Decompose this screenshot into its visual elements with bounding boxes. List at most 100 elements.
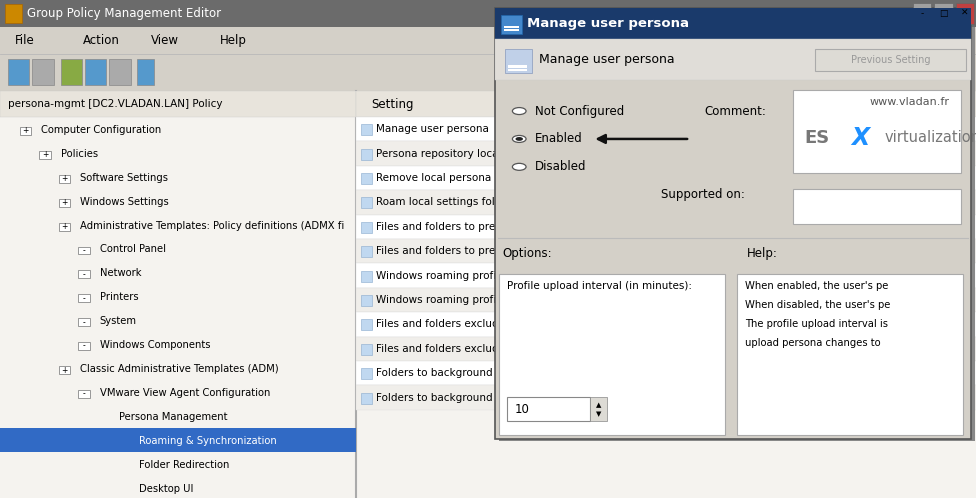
- Bar: [356, 239, 976, 263]
- Text: Windows Settings: Windows Settings: [80, 197, 169, 207]
- Bar: [59, 175, 70, 183]
- Bar: [495, 8, 971, 439]
- Text: Folders to background dow: Folders to background dow: [376, 368, 517, 378]
- Text: Network: Network: [100, 268, 142, 278]
- Text: Setting: Setting: [371, 98, 414, 111]
- Text: ✕: ✕: [961, 9, 968, 18]
- Circle shape: [512, 135, 526, 142]
- Text: +: +: [61, 198, 67, 207]
- Text: Folder Redirection: Folder Redirection: [139, 460, 229, 470]
- Text: upload persona changes to: upload persona changes to: [745, 338, 880, 348]
- Bar: [356, 263, 976, 288]
- Bar: [495, 8, 971, 39]
- Text: VMware View Agent Configuration: VMware View Agent Configuration: [100, 388, 270, 398]
- Text: Disabled: Disabled: [535, 160, 587, 173]
- Bar: [505, 49, 532, 73]
- Text: ▼: ▼: [595, 412, 601, 418]
- Bar: [361, 344, 372, 355]
- Bar: [356, 288, 976, 312]
- Text: Manage user persona: Manage user persona: [376, 124, 489, 134]
- Bar: [0, 91, 356, 498]
- Text: Files and folders excluded f: Files and folders excluded f: [376, 344, 518, 354]
- Bar: [508, 65, 527, 68]
- Bar: [356, 312, 976, 337]
- Text: Computer Configuration: Computer Configuration: [41, 125, 161, 135]
- Text: Files and folders to preload: Files and folders to preload: [376, 246, 517, 256]
- Text: Desktop UI: Desktop UI: [139, 484, 193, 494]
- Text: ES: ES: [804, 129, 830, 147]
- Text: Folders to background dow: Folders to background dow: [376, 392, 517, 403]
- Bar: [356, 91, 976, 498]
- Text: Policies: Policies: [61, 149, 98, 159]
- Bar: [793, 90, 961, 173]
- Text: +: +: [61, 366, 67, 374]
- Bar: [356, 385, 976, 410]
- Bar: [5, 4, 22, 23]
- Bar: [361, 198, 372, 209]
- Text: Comment:: Comment:: [705, 105, 766, 118]
- Bar: [78, 270, 90, 278]
- Text: Remove local persona at lo: Remove local persona at lo: [376, 173, 517, 183]
- Bar: [361, 222, 372, 233]
- Bar: [356, 141, 976, 166]
- Text: +: +: [61, 222, 67, 231]
- Text: Profile upload interval (in minutes):: Profile upload interval (in minutes):: [507, 281, 692, 291]
- Text: Manage user persona: Manage user persona: [539, 53, 674, 66]
- Bar: [59, 223, 70, 231]
- Text: When disabled, the user's pe: When disabled, the user's pe: [745, 300, 890, 310]
- Bar: [495, 39, 971, 80]
- Bar: [361, 393, 372, 404]
- Text: Not configured: Not configured: [693, 124, 770, 134]
- Bar: [507, 397, 590, 421]
- Text: □: □: [939, 9, 948, 18]
- Bar: [32, 59, 54, 85]
- Text: Files and folders to preload: Files and folders to preload: [376, 222, 517, 232]
- Bar: [934, 3, 953, 24]
- Bar: [59, 199, 70, 207]
- Text: Persona repository locatio: Persona repository locatio: [376, 148, 511, 159]
- Text: -: -: [83, 270, 85, 279]
- Text: Control Panel: Control Panel: [100, 245, 166, 254]
- Text: +: +: [42, 150, 48, 159]
- Bar: [508, 69, 527, 71]
- Text: State: State: [693, 98, 724, 111]
- Text: X: X: [851, 126, 870, 150]
- Bar: [590, 397, 607, 421]
- Bar: [361, 271, 372, 282]
- Bar: [361, 247, 372, 257]
- Text: File: File: [15, 34, 34, 47]
- Text: When enabled, the user's pe: When enabled, the user's pe: [745, 281, 888, 291]
- Bar: [815, 48, 966, 71]
- Bar: [913, 3, 931, 24]
- Text: Classic Administrative Templates (ADM): Classic Administrative Templates (ADM): [80, 364, 279, 374]
- Bar: [356, 190, 976, 215]
- Text: Roam local settings folders: Roam local settings folders: [376, 197, 517, 208]
- Bar: [85, 59, 106, 85]
- Text: Help:: Help:: [748, 248, 778, 260]
- Text: Windows roaming profiles s: Windows roaming profiles s: [376, 295, 519, 305]
- Bar: [78, 247, 90, 254]
- Bar: [361, 124, 372, 135]
- Bar: [61, 59, 82, 85]
- Bar: [361, 149, 372, 160]
- Bar: [499, 274, 725, 435]
- Bar: [356, 361, 976, 385]
- Circle shape: [512, 108, 526, 115]
- Text: Options:: Options:: [503, 248, 552, 260]
- Bar: [504, 26, 519, 28]
- Text: The profile upload interval is: The profile upload interval is: [745, 319, 888, 329]
- Bar: [356, 117, 976, 141]
- Bar: [59, 366, 70, 374]
- Text: Printers: Printers: [100, 292, 139, 302]
- Bar: [361, 369, 372, 379]
- Text: +: +: [22, 126, 28, 135]
- Bar: [0, 27, 976, 54]
- Bar: [356, 337, 976, 361]
- Bar: [956, 3, 974, 24]
- Text: Persona Management: Persona Management: [119, 412, 227, 422]
- Text: Group Policy Management Editor: Group Policy Management Editor: [27, 7, 222, 20]
- Bar: [504, 29, 519, 31]
- Bar: [356, 91, 976, 117]
- Text: Windows Components: Windows Components: [100, 340, 210, 350]
- Circle shape: [512, 163, 526, 170]
